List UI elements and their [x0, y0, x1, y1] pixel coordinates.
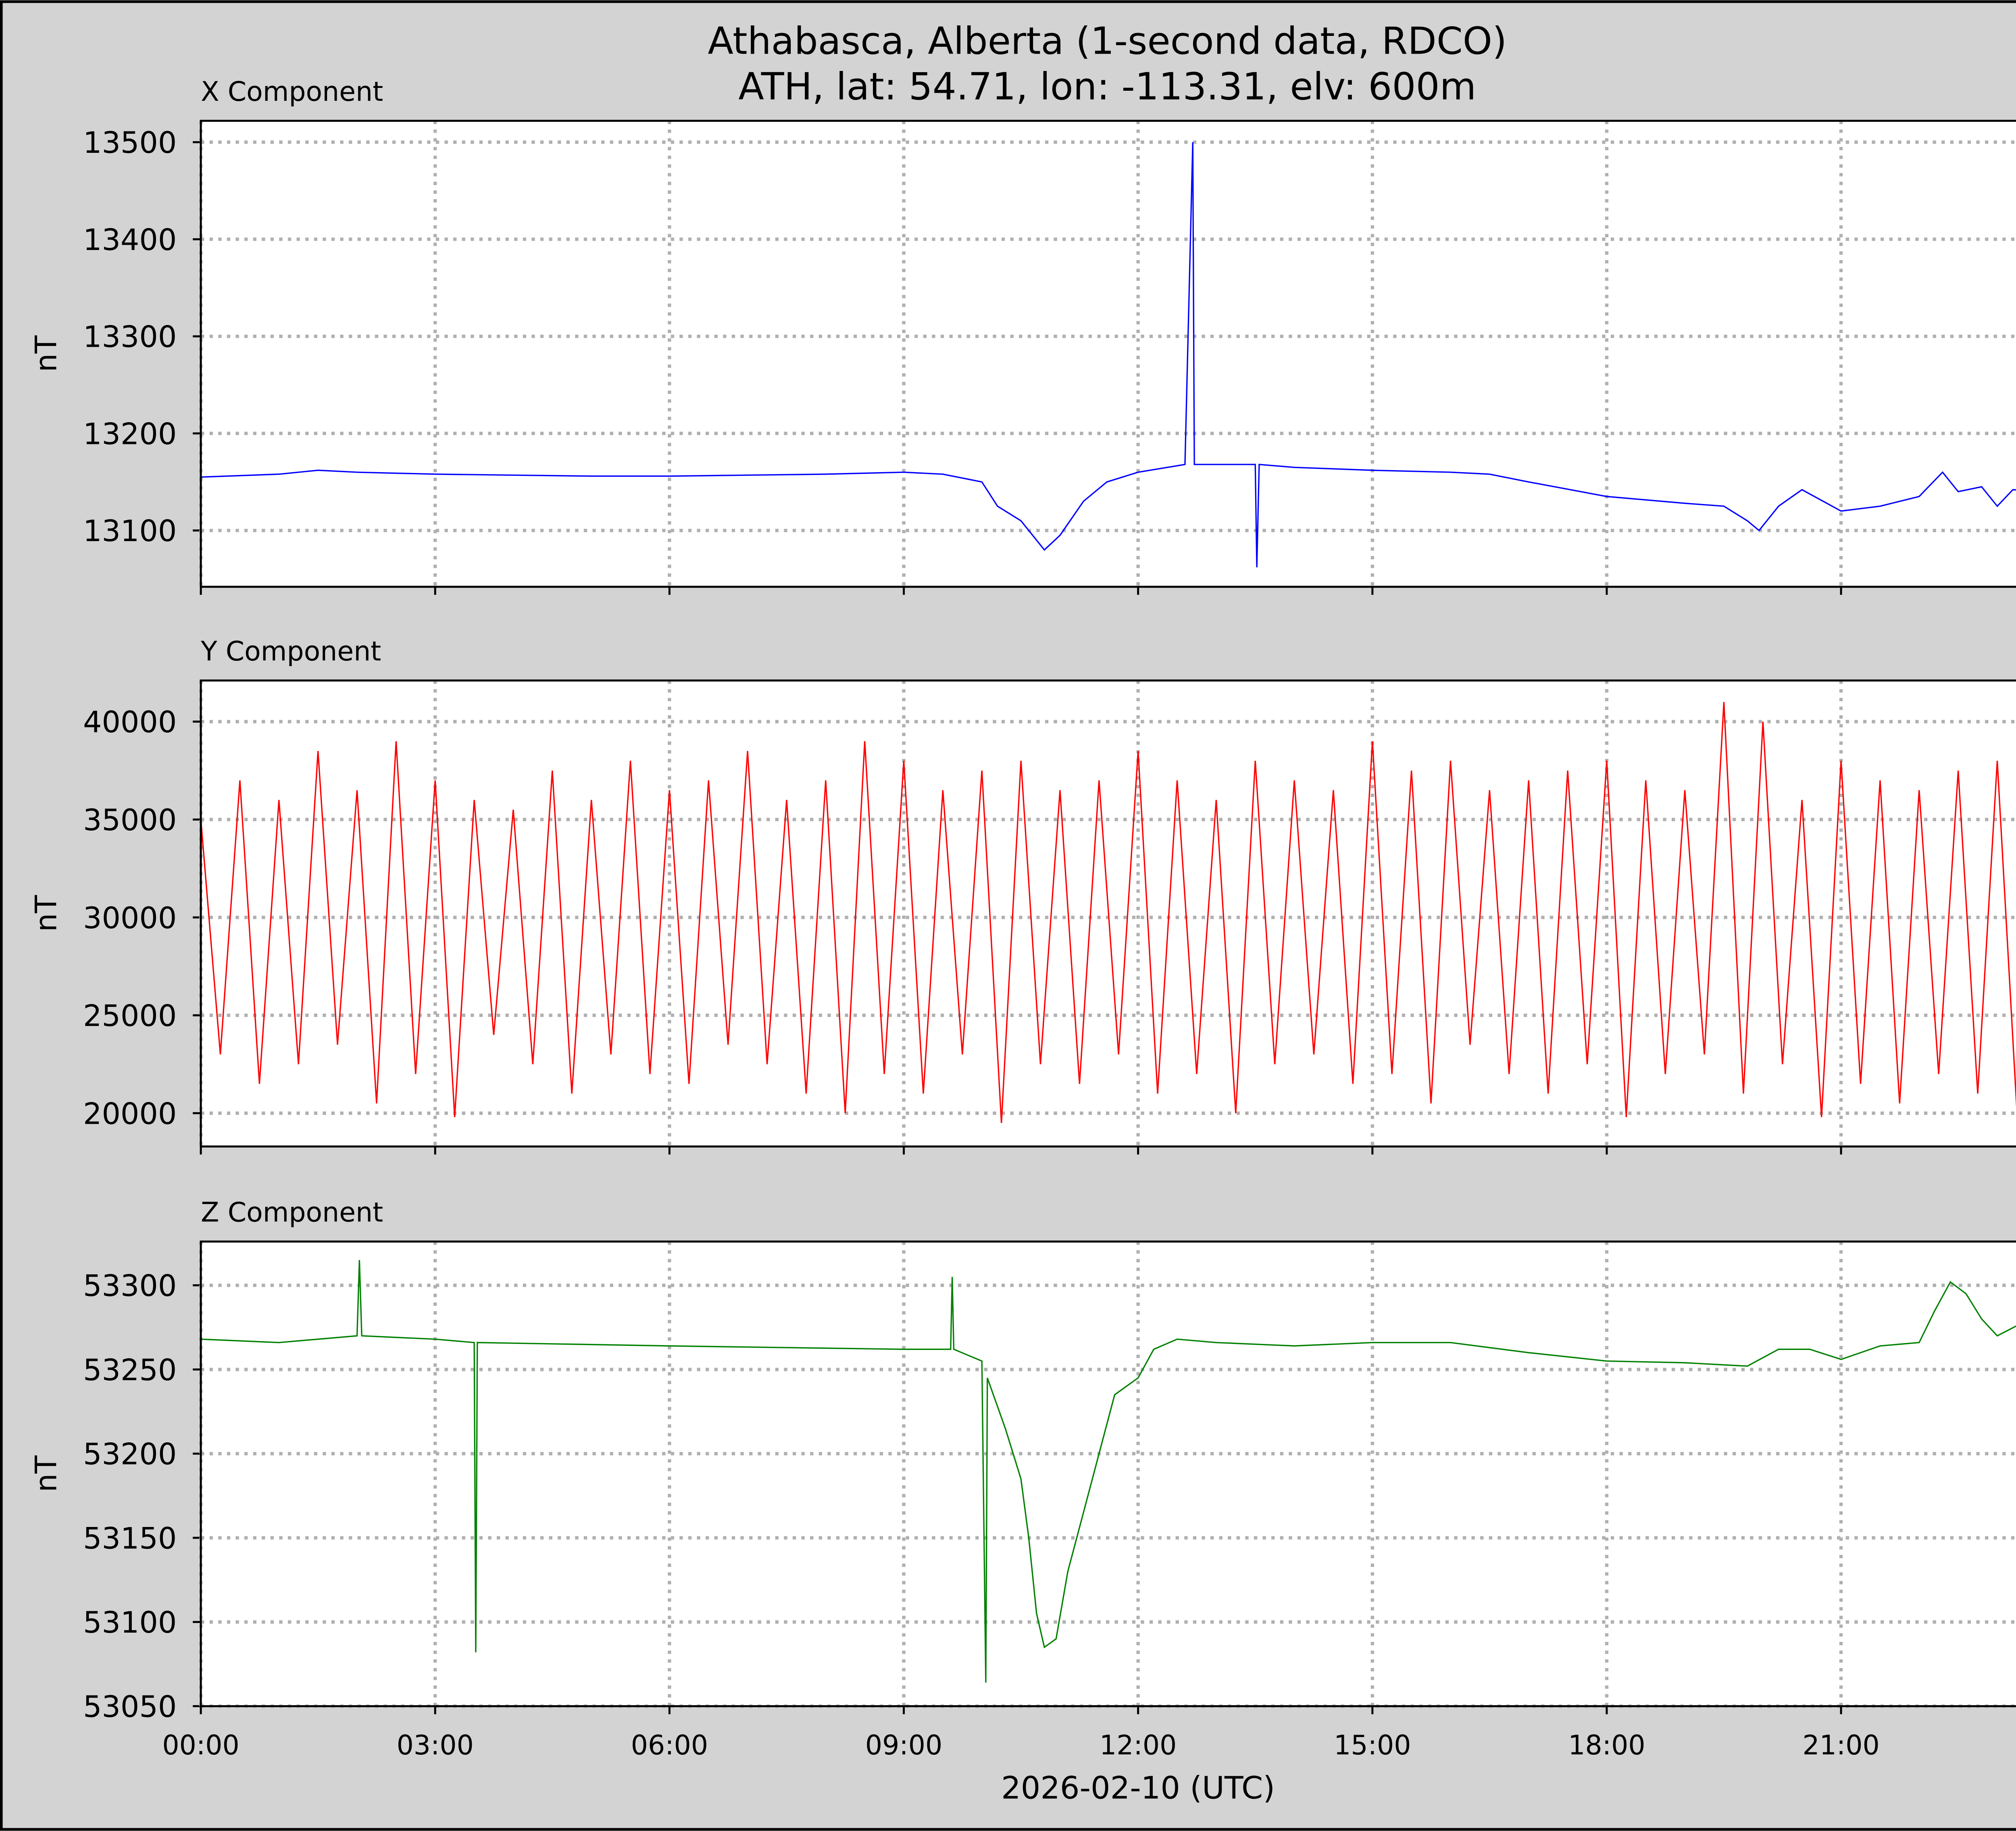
- data-line: [200, 702, 2016, 1123]
- plot-frame: [200, 1240, 2016, 1707]
- y-tick-label: 13400: [83, 223, 177, 257]
- panel-title: X Component: [201, 76, 383, 107]
- y-tick-label: 30000: [83, 901, 177, 935]
- y-tick-label: 53050: [83, 1690, 177, 1724]
- x-axis-label: 2026-02-10 (UTC): [1001, 1771, 1275, 1806]
- plot-area: [201, 121, 2016, 587]
- y-tick-label: 20000: [83, 1097, 177, 1131]
- y-tick-label: 53300: [83, 1269, 177, 1303]
- y-tick-label: 13300: [83, 320, 177, 354]
- chart-subtitle: ATH, lat: 54.71, lon: -113.31, elv: 600m: [738, 65, 1476, 108]
- y-tick-label: 53200: [83, 1437, 177, 1472]
- y-tick-label: 40000: [83, 705, 177, 739]
- chart-title: Athabasca, Alberta (1-second data, RDCO): [708, 19, 1507, 63]
- plot-frame: [200, 679, 2016, 1148]
- data-line: [201, 1260, 2016, 1683]
- y-tick-label: 13200: [83, 417, 177, 451]
- x-tick-label: 15:00: [1334, 1729, 1411, 1761]
- y-axis-label: nT: [29, 335, 63, 372]
- y-axis-label: nT: [29, 1455, 63, 1492]
- x-tick-label: 18:00: [1568, 1729, 1645, 1761]
- y-tick-label: 25000: [83, 999, 177, 1033]
- x-tick-label: 06:00: [631, 1729, 708, 1761]
- x-tick-label: 12:00: [1100, 1729, 1177, 1761]
- y-tick-label: 53100: [83, 1606, 177, 1640]
- y-tick-label: 13100: [83, 514, 177, 548]
- plot-area: [201, 1241, 2016, 1706]
- x-tick-label: 00:00: [162, 1729, 239, 1761]
- y-axis-label: nT: [29, 895, 63, 932]
- y-tick-label: 13500: [83, 126, 177, 160]
- y-tick-label: 53250: [83, 1353, 177, 1387]
- plot-frame: [200, 120, 2016, 588]
- y-tick-label: 53150: [83, 1521, 177, 1556]
- panel-title: Y Component: [200, 635, 381, 667]
- x-tick-label: 03:00: [397, 1729, 474, 1761]
- x-tick-label: 09:00: [865, 1729, 942, 1761]
- data-line: [201, 142, 2016, 568]
- y-tick-label: 35000: [83, 803, 177, 837]
- panel-title: Z Component: [201, 1196, 383, 1228]
- x-tick-label: 21:00: [1802, 1729, 1879, 1761]
